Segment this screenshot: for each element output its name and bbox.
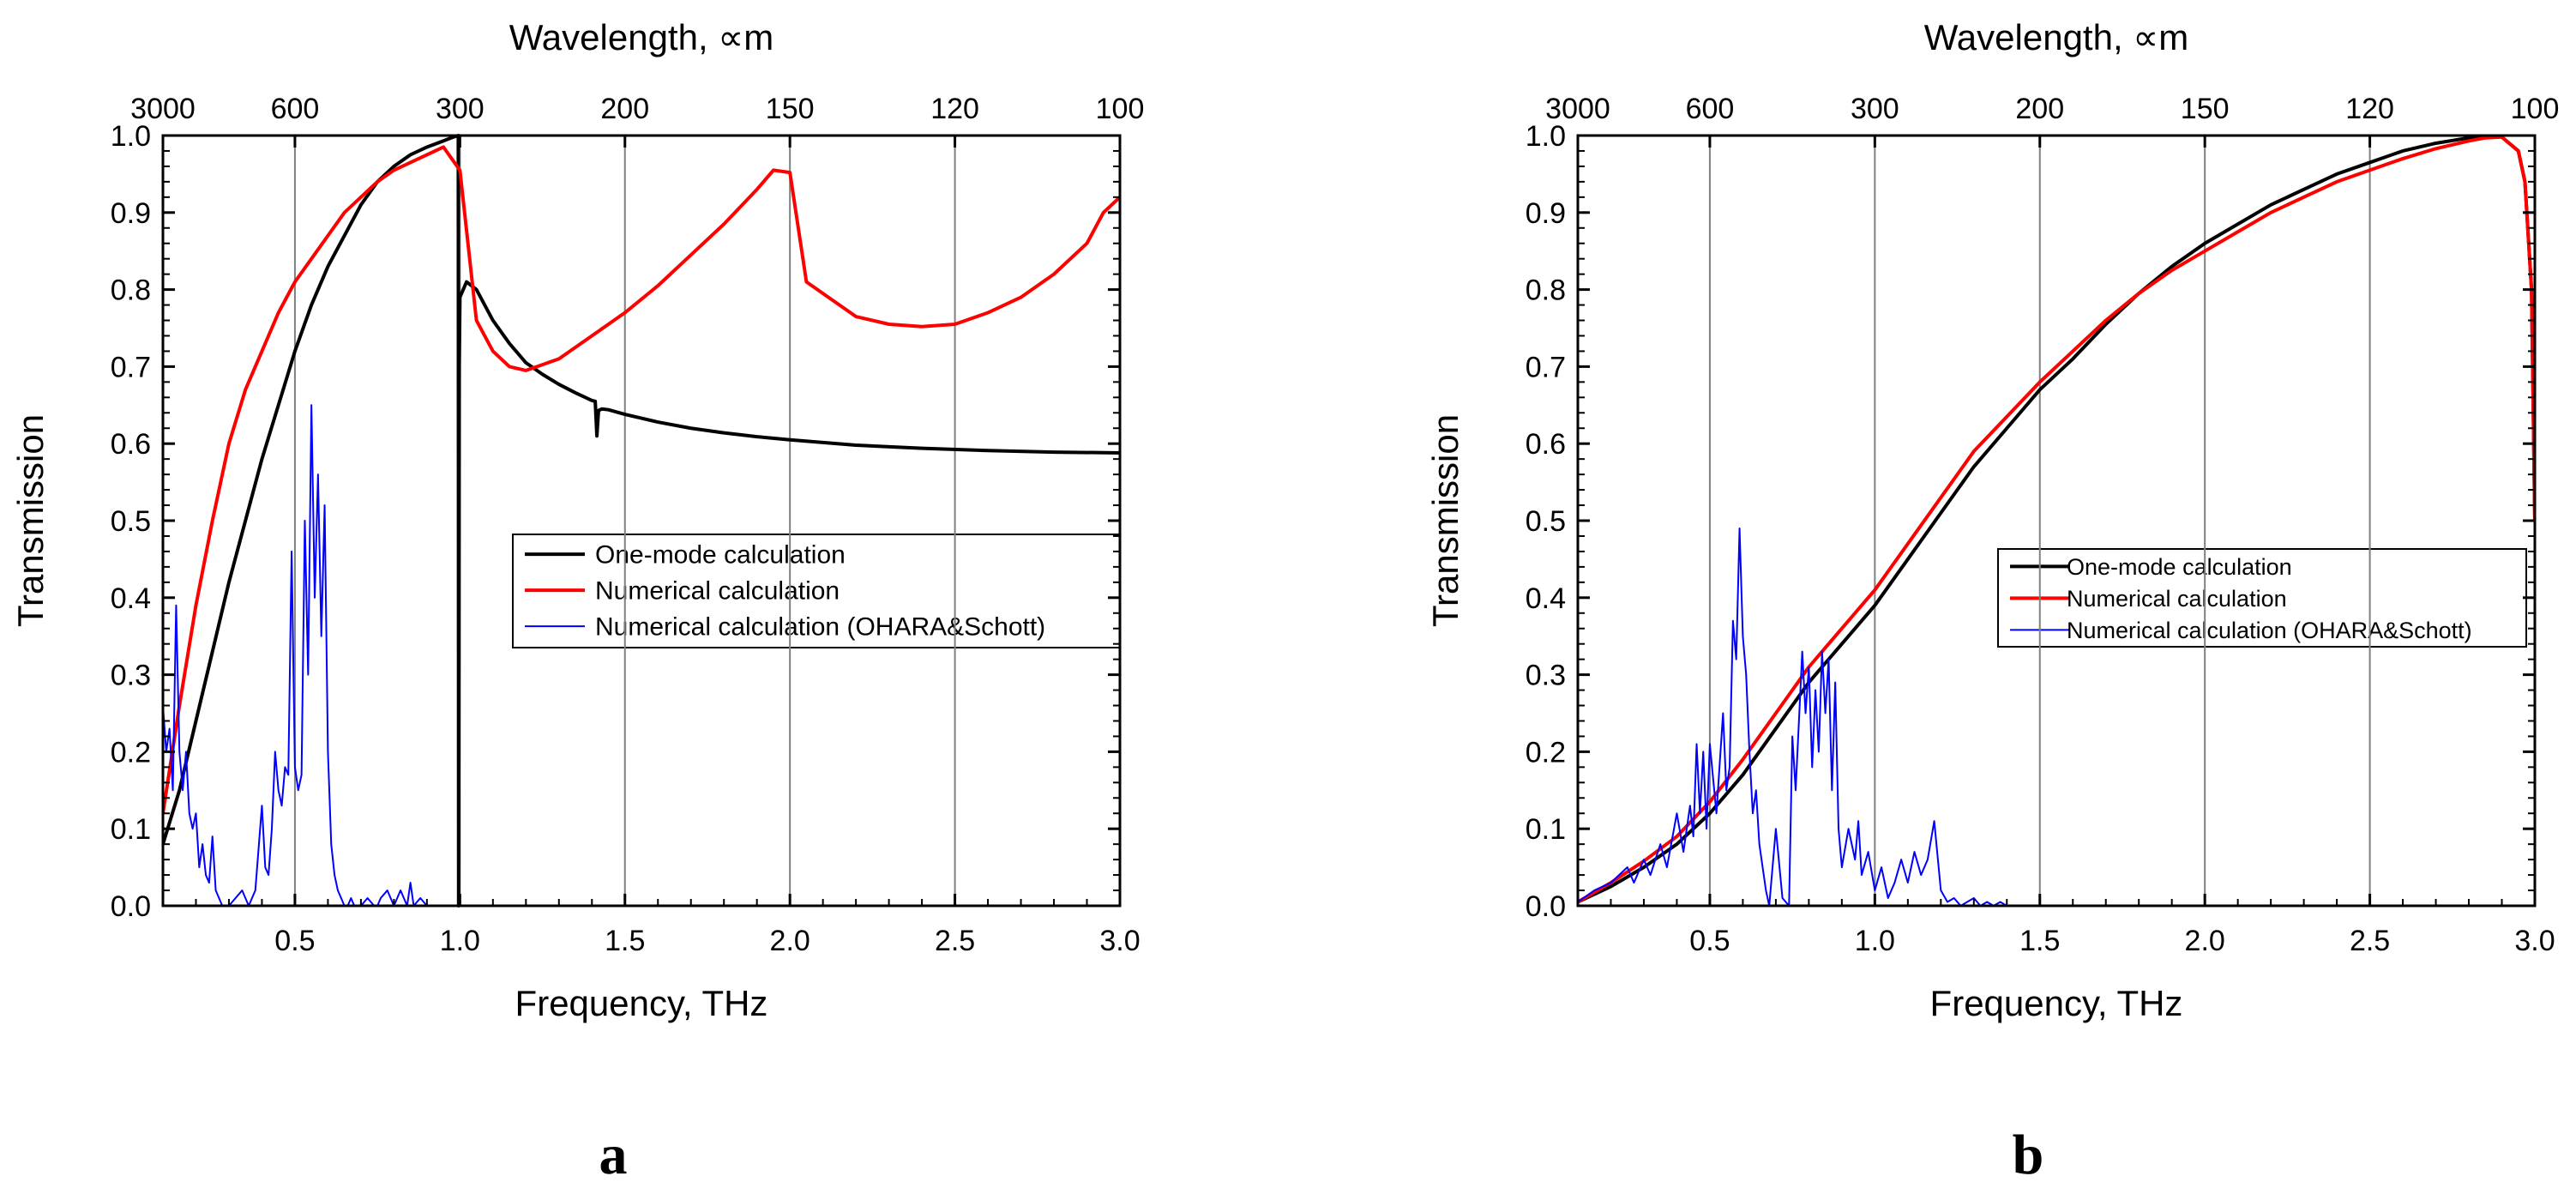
top-tick-label: 200	[2015, 93, 2064, 125]
top-tick-label: 300	[436, 93, 485, 125]
y-tick-label: 0.3	[111, 660, 151, 692]
legend: One-mode calculation Numerical calculati…	[1997, 548, 2527, 648]
series-numerical-calculation-ohara-schott	[1578, 527, 2007, 907]
legend-entry: One-mode calculation	[2067, 554, 2292, 580]
legend-entry: Numerical calculation (OHARA&Schott)	[595, 613, 1045, 642]
x-tick-label: 3.0	[1099, 925, 1140, 957]
y-tick-label: 0.8	[1526, 274, 1566, 307]
y-tick-label: 1.0	[1526, 120, 1566, 153]
y-tick-label: 0.7	[1526, 351, 1566, 383]
y-tick-label: 0.5	[1526, 505, 1566, 538]
y-tick-label: 1.0	[111, 120, 151, 153]
y-axis-label: Transmission	[1425, 414, 1466, 627]
x-tick-label: 1.0	[440, 925, 480, 957]
y-tick-label: 0.1	[111, 813, 151, 846]
top-tick-label: 120	[2345, 93, 2394, 125]
top-tick-label: 600	[271, 93, 320, 125]
x-tick-label: 1.5	[2019, 925, 2060, 957]
top-axis-label: Wavelength, ∝m	[509, 17, 774, 57]
y-tick-label: 0.8	[111, 274, 151, 307]
series-group	[163, 134, 1120, 908]
top-axis-label: Wavelength, ∝m	[1924, 17, 2189, 57]
x-tick-label: 2.0	[2185, 925, 2225, 957]
top-tick-label: 3000	[130, 93, 196, 125]
top-tick-label: 300	[1851, 93, 1899, 125]
panel-label: b	[2013, 1124, 2044, 1186]
x-tick-label: 3.0	[2514, 925, 2555, 957]
x-tick-label: 1.0	[1855, 925, 1895, 957]
y-tick-label: 0.0	[111, 890, 151, 923]
y-tick-label: 0.4	[1526, 582, 1566, 615]
legend-box	[512, 534, 1121, 648]
x-axis-label: Frequency, THz	[515, 983, 768, 1023]
legend-entry: Numerical calculation	[595, 577, 840, 606]
chart-panel-b: Wavelength, ∝m Frequency, THz Transmissi…	[1425, 17, 2559, 1186]
y-tick-label: 0.2	[111, 736, 151, 769]
y-tick-label: 0.4	[111, 582, 151, 615]
top-tick-label: 600	[1686, 93, 1735, 125]
legend: One-mode calculation Numerical calculati…	[512, 534, 1121, 648]
x-tick-label: 2.0	[770, 925, 810, 957]
x-axis-label: Frequency, THz	[1930, 983, 2183, 1023]
series-numerical-calculation	[1578, 135, 2535, 904]
y-tick-label: 0.2	[1526, 736, 1566, 769]
x-tick-label: 1.5	[605, 925, 645, 957]
y-axis-label: Transmission	[10, 414, 51, 627]
top-tick-label: 150	[766, 93, 815, 125]
x-tick-label: 2.5	[935, 925, 975, 957]
x-tick-label: 0.5	[1689, 925, 1730, 957]
y-tick-label: 0.9	[111, 197, 151, 230]
panel-label: a	[599, 1124, 628, 1186]
legend-box	[1997, 548, 2527, 648]
x-tick-label: 2.5	[2350, 925, 2390, 957]
y-tick-label: 0.1	[1526, 813, 1566, 846]
y-tick-label: 0.9	[1526, 197, 1566, 230]
series-group	[1578, 134, 2535, 907]
y-tick-label: 0.5	[111, 505, 151, 538]
y-tick-label: 0.6	[111, 428, 151, 461]
legend-entry: Numerical calculation	[2067, 586, 2287, 612]
top-tick-label: 150	[2181, 93, 2230, 125]
y-tick-label: 0.7	[111, 351, 151, 383]
y-tick-label: 0.0	[1526, 890, 1566, 923]
series-numerical-calculation	[163, 145, 1120, 814]
top-tick-label: 100	[2511, 93, 2560, 125]
y-tick-label: 0.6	[1526, 428, 1566, 461]
y-tick-label: 0.3	[1526, 660, 1566, 692]
series-numerical-calculation-ohara-schott	[163, 404, 593, 907]
top-tick-label: 100	[1096, 93, 1145, 125]
x-tick-label: 0.5	[274, 925, 315, 957]
legend-entry: One-mode calculation	[595, 541, 846, 570]
legend-entry: Numerical calculation (OHARA&Schott)	[2067, 618, 2472, 643]
top-tick-label: 200	[600, 93, 649, 125]
chart-panel-a: Wavelength, ∝m Frequency, THz Transmissi…	[10, 17, 1144, 1186]
top-tick-label: 3000	[1545, 93, 1610, 125]
top-tick-label: 120	[930, 93, 979, 125]
